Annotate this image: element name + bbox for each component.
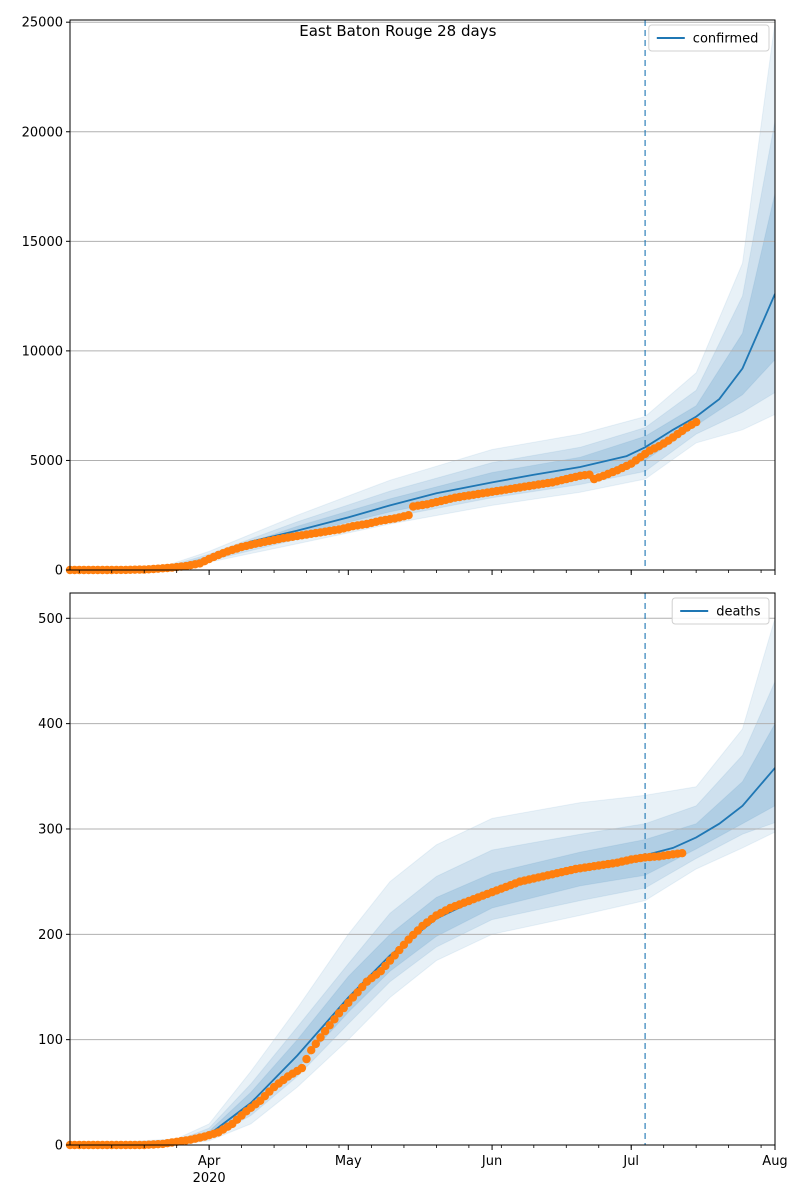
y-tick-label: 20000	[22, 125, 63, 140]
y-tick-label: 500	[38, 612, 63, 627]
y-tick-label: 25000	[22, 16, 63, 31]
observed-point	[307, 1046, 316, 1055]
y-tick-label: 0	[55, 564, 63, 579]
band-inner	[70, 192, 775, 570]
deaths-observed-points	[65, 849, 687, 1150]
deaths-x-axis: Apr 2020 May Jun Jul Aug	[78, 1145, 788, 1186]
y-tick-label: 5000	[30, 454, 63, 469]
x-tick-label: Jul	[622, 1154, 639, 1169]
confirmed-y-axis: 0 5000 10000 15000 20000 25000	[22, 16, 70, 579]
observed-point	[316, 1033, 325, 1042]
confirmed-observed-points	[65, 417, 701, 575]
chart-title: East Baton Rouge 28 days	[299, 22, 496, 40]
y-tick-label: 15000	[22, 235, 63, 250]
observed-point	[302, 1054, 311, 1064]
legend-label: deaths	[716, 605, 761, 620]
observed-point	[678, 849, 687, 858]
observed-point	[330, 1015, 339, 1024]
legend-box	[671, 597, 770, 625]
y-tick-label: 300	[38, 822, 63, 837]
observed-point	[297, 1063, 307, 1073]
band-outer	[70, 618, 775, 1145]
y-tick-label: 400	[38, 717, 63, 732]
observed-point	[404, 511, 413, 520]
band-outer	[70, 22, 775, 570]
y-tick-label: 100	[38, 1033, 63, 1048]
y-tick-label: 200	[38, 928, 63, 943]
deaths-chart: Apr 2020 May Jun Jul Aug 0 100 200 300 400 500 dea…	[38, 592, 788, 1186]
x-tick-sublabel: 2020	[193, 1171, 226, 1186]
observed-point	[320, 1027, 330, 1036]
observed-point	[325, 1021, 334, 1030]
observed-point	[311, 1039, 320, 1049]
confirmed-chart: 0 5000 10000 15000 20000 25000 East Baton Rou…	[22, 16, 776, 579]
deaths-legend: deaths	[671, 597, 770, 625]
deaths-y-axis: 0 100 200 300 400 500	[38, 612, 70, 1154]
y-tick-label: 10000	[22, 344, 63, 359]
y-tick-label: 0	[55, 1139, 63, 1154]
deaths-gridlines	[70, 617, 775, 1146]
deaths-plot-frame	[69, 592, 776, 1146]
x-tick-label: Jun	[481, 1154, 502, 1169]
band-middle	[70, 681, 775, 1145]
confirmed-legend: confirmed	[648, 24, 770, 52]
legend-label: confirmed	[693, 32, 759, 47]
x-tick-label: Apr	[198, 1154, 221, 1169]
confirmed-plot-frame	[69, 19, 776, 571]
legend-box	[648, 24, 770, 52]
confirmed-x-axis	[78, 570, 776, 575]
x-tick-label: May	[335, 1154, 362, 1169]
x-tick-label: Aug	[762, 1154, 787, 1169]
observed-point	[692, 417, 701, 427]
